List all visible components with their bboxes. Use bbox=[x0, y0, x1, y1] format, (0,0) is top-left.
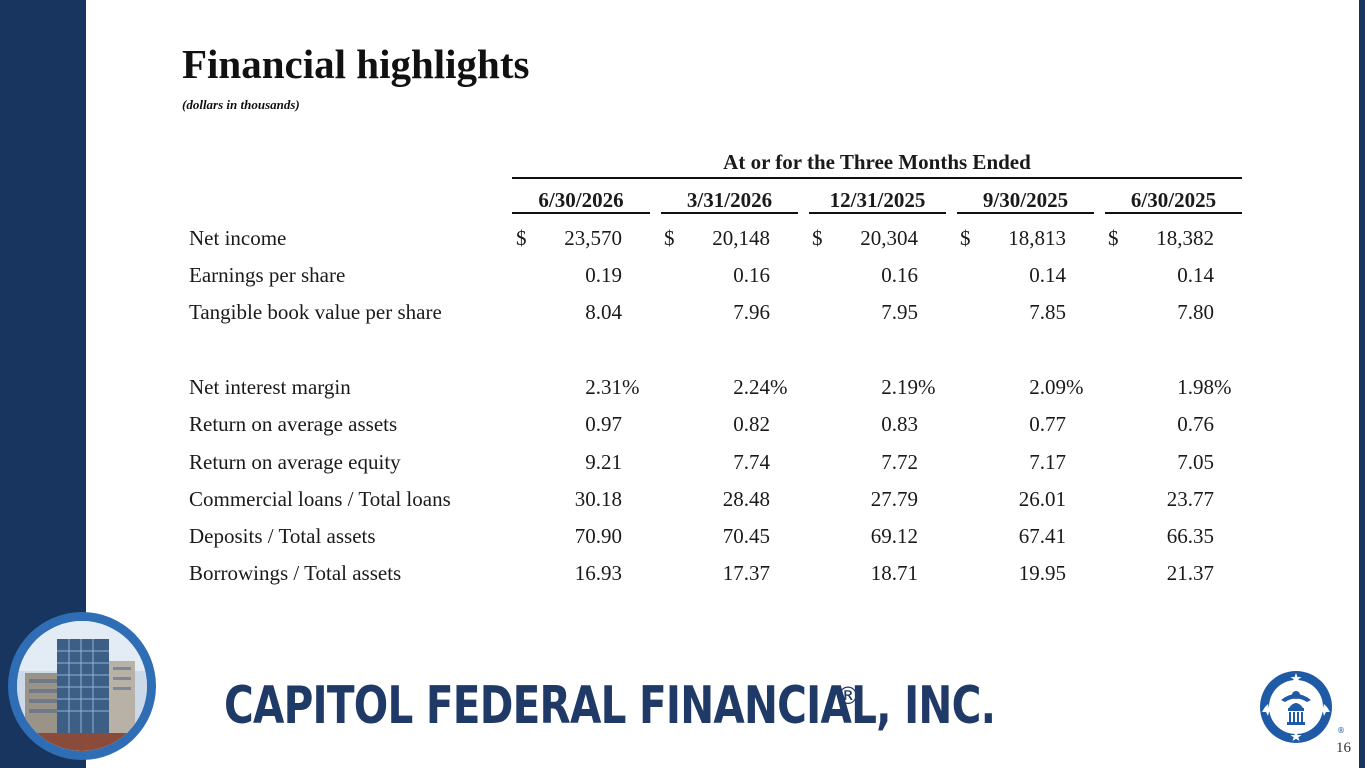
percent-sign: % bbox=[1066, 375, 1084, 399]
eagle-seal-icon bbox=[1259, 670, 1333, 744]
table-cell: 28.48 bbox=[722, 487, 770, 511]
column-header: 12/31/2025 bbox=[809, 188, 946, 214]
table-cell: 7.17 bbox=[1029, 450, 1066, 474]
table-cell: 0.97 bbox=[585, 412, 622, 436]
row-label: Net income bbox=[189, 226, 287, 250]
currency-symbol: $ bbox=[516, 226, 527, 250]
table-cell: 16.93 bbox=[574, 561, 622, 585]
table-cell: 17.37 bbox=[722, 561, 770, 585]
row-label: Net interest margin bbox=[189, 375, 351, 399]
table-cell: 0.14 bbox=[1029, 263, 1066, 287]
table-cell: 8.04 bbox=[585, 300, 622, 324]
table-cell: 70.90 bbox=[574, 524, 622, 548]
table-cell: 7.85 bbox=[1029, 300, 1066, 324]
headquarters-building-photo bbox=[17, 621, 147, 751]
currency-symbol: $ bbox=[664, 226, 675, 250]
table-cell: 70.45 bbox=[722, 524, 770, 548]
table-cell: 21.37 bbox=[1166, 561, 1214, 585]
table-cell: 0.14 bbox=[1177, 263, 1214, 287]
table-cell: 26.01 bbox=[1018, 487, 1066, 511]
table-cell: 20,148 bbox=[712, 226, 770, 250]
table-cell: 7.95 bbox=[881, 300, 918, 324]
table-cell: 2.24 bbox=[733, 375, 770, 399]
table-cell: 0.16 bbox=[881, 263, 918, 287]
page-title: Financial highlights bbox=[182, 41, 530, 87]
row-label: Borrowings / Total assets bbox=[189, 561, 402, 585]
table-cell: 18,813 bbox=[1008, 226, 1066, 250]
table-cell: 2.09 bbox=[1029, 375, 1066, 399]
table-cell: 2.19 bbox=[881, 375, 918, 399]
column-header: 6/30/2026 bbox=[512, 188, 650, 214]
company-logotype: CAPITOL FEDERAL FINANCIAL, INC. bbox=[224, 676, 996, 736]
table-cell: 0.19 bbox=[585, 263, 622, 287]
currency-symbol: $ bbox=[960, 226, 971, 250]
table-cell: 23,570 bbox=[564, 226, 622, 250]
registered-mark: ® bbox=[836, 682, 860, 710]
table-cell: 7.05 bbox=[1177, 450, 1214, 474]
table-cell: 9.21 bbox=[585, 450, 622, 474]
seal-registered-mark: ® bbox=[1337, 726, 1345, 735]
row-label: Tangible book value per share bbox=[189, 300, 442, 324]
row-label: Commercial loans / Total loans bbox=[189, 487, 451, 511]
table-cell: 66.35 bbox=[1166, 524, 1214, 548]
currency-symbol: $ bbox=[812, 226, 823, 250]
table-cell: 0.76 bbox=[1177, 412, 1214, 436]
table-cell: 18,382 bbox=[1156, 226, 1214, 250]
table-cell: 27.79 bbox=[870, 487, 918, 511]
table-cell: 0.82 bbox=[733, 412, 770, 436]
table-group-header: At or for the Three Months Ended bbox=[723, 150, 1031, 174]
table-cell: 0.83 bbox=[881, 412, 918, 436]
right-edge-band bbox=[1359, 0, 1365, 768]
table-cell: 20,304 bbox=[860, 226, 918, 250]
table-cell: 18.71 bbox=[870, 561, 918, 585]
table-cell: 7.74 bbox=[733, 450, 770, 474]
table-cell: 7.96 bbox=[733, 300, 770, 324]
units-note: (dollars in thousands) bbox=[182, 97, 300, 112]
table-cell: 67.41 bbox=[1018, 524, 1066, 548]
column-header: 6/30/2025 bbox=[1105, 188, 1242, 214]
percent-sign: % bbox=[918, 375, 936, 399]
percent-sign: % bbox=[770, 375, 788, 399]
column-header: 9/30/2025 bbox=[957, 188, 1094, 214]
table-cell: 30.18 bbox=[574, 487, 622, 511]
table-cell: 0.77 bbox=[1029, 412, 1066, 436]
percent-sign: % bbox=[1214, 375, 1232, 399]
row-label: Return on average equity bbox=[189, 450, 401, 474]
table-cell: 69.12 bbox=[870, 524, 918, 548]
row-label: Return on average assets bbox=[189, 412, 398, 436]
row-label: Earnings per share bbox=[189, 263, 346, 287]
table-cell: 19.95 bbox=[1018, 561, 1066, 585]
table-cell: 1.98 bbox=[1177, 375, 1214, 399]
table-cell: 0.16 bbox=[733, 263, 770, 287]
group-header-rule bbox=[512, 177, 1242, 179]
table-cell: 7.80 bbox=[1177, 300, 1214, 324]
column-header: 3/31/2026 bbox=[661, 188, 798, 214]
page-number: 16 bbox=[1336, 740, 1351, 756]
table-cell: 7.72 bbox=[881, 450, 918, 474]
row-label: Deposits / Total assets bbox=[189, 524, 376, 548]
table-cell: 23.77 bbox=[1166, 487, 1214, 511]
table-cell: 2.31 bbox=[585, 375, 622, 399]
currency-symbol: $ bbox=[1108, 226, 1119, 250]
percent-sign: % bbox=[622, 375, 640, 399]
